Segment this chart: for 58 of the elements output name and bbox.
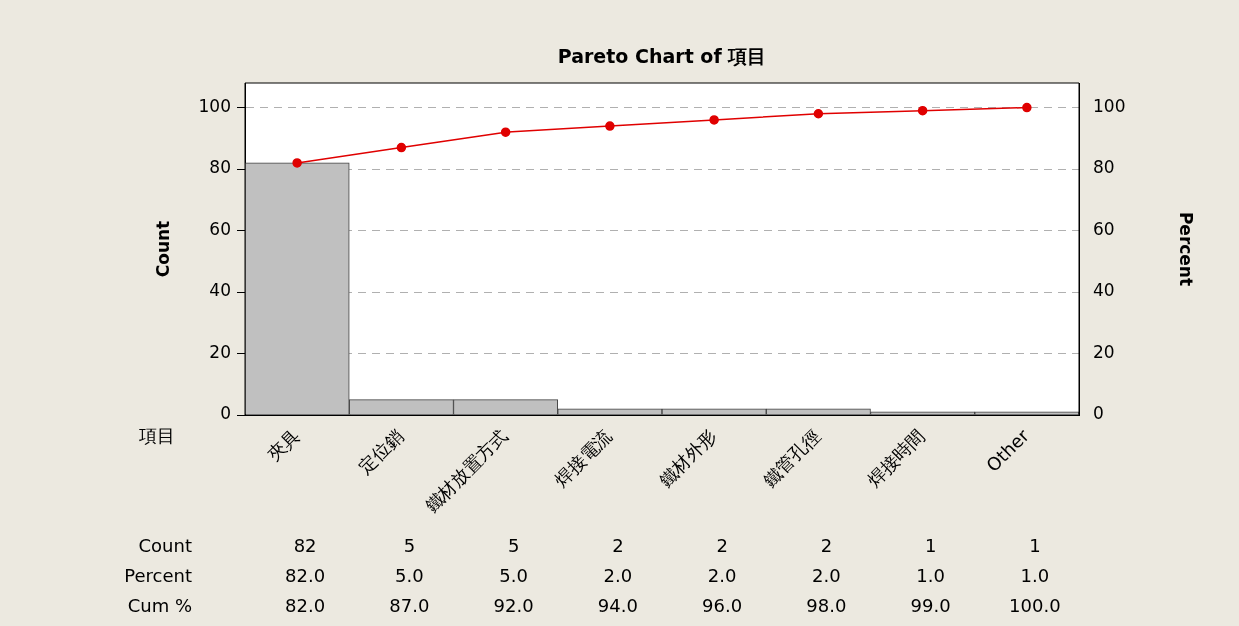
point [709,115,719,125]
y2-axis-title: Percent [1176,211,1197,287]
y-tick-label: 20 [209,341,231,362]
data-label: 2 [612,534,624,556]
point [1022,102,1032,113]
y-axis-title: Count [152,220,173,278]
point [917,105,928,116]
y-tick-label: 60 [209,218,231,239]
x-tick-label: 鐵管孔徑 [758,424,825,491]
data-label: 98.0 [806,594,847,616]
data-label: 94.0 [597,594,638,616]
y2-tick-label: 40 [1093,280,1115,301]
data-label: 82.0 [285,594,326,616]
point [813,108,824,119]
text: 2.0 [707,564,737,586]
data-label: 100.0 [1009,594,1061,616]
y-tick-label: 100 [198,96,231,117]
text: 2.0 [603,564,633,586]
text: 1.0 [1020,564,1050,586]
text: Cum % [127,594,192,616]
chart-title: Pareto Chart of 項目 [557,44,767,67]
x-tick-label: 鐵材外形 [654,424,721,491]
data-label: 1 [924,534,937,556]
text: 82.0 [285,564,326,586]
data-label: 2 [716,534,728,556]
y2-tick-label: 20 [1093,341,1115,362]
y2-tick-label: 100 [1093,96,1126,117]
x-axis-title: 項目 [138,424,175,446]
text: 2.0 [812,564,841,586]
data-label: 99.0 [910,594,951,616]
point [605,121,615,131]
y2-tick-label: 0 [1093,403,1104,424]
x-tick-label: 焊接電流 [550,424,617,491]
text: 5.0 [499,564,528,586]
y2-tick-label: 60 [1093,218,1115,239]
data-label: 2 [820,534,833,556]
data-label: 5 [403,534,416,556]
text: Count [138,534,192,556]
x-tick-label: 夾具 [262,424,304,466]
y-tick-label: 80 [209,157,231,178]
y-tick-label: 40 [209,280,231,301]
point [500,127,511,137]
data-label: 82 [293,534,317,556]
data-label: 87.0 [389,594,430,616]
data-label: 96.0 [702,594,743,616]
text: 5.0 [395,564,424,586]
y2-tick-label: 80 [1093,157,1115,178]
point [396,142,407,153]
data-label: 1 [1029,534,1041,556]
text: 1.0 [916,564,945,586]
point [292,158,302,168]
data-label: 5 [507,534,520,556]
x-tick-label: 焊接時間 [863,424,929,491]
text: Percent [124,564,192,586]
y-tick-label: 0 [220,403,231,424]
x-tick-label: 定位銷 [354,424,408,478]
x-tick-label: 鐵材放置方式 [420,424,512,517]
data-label: 92.0 [493,594,534,616]
